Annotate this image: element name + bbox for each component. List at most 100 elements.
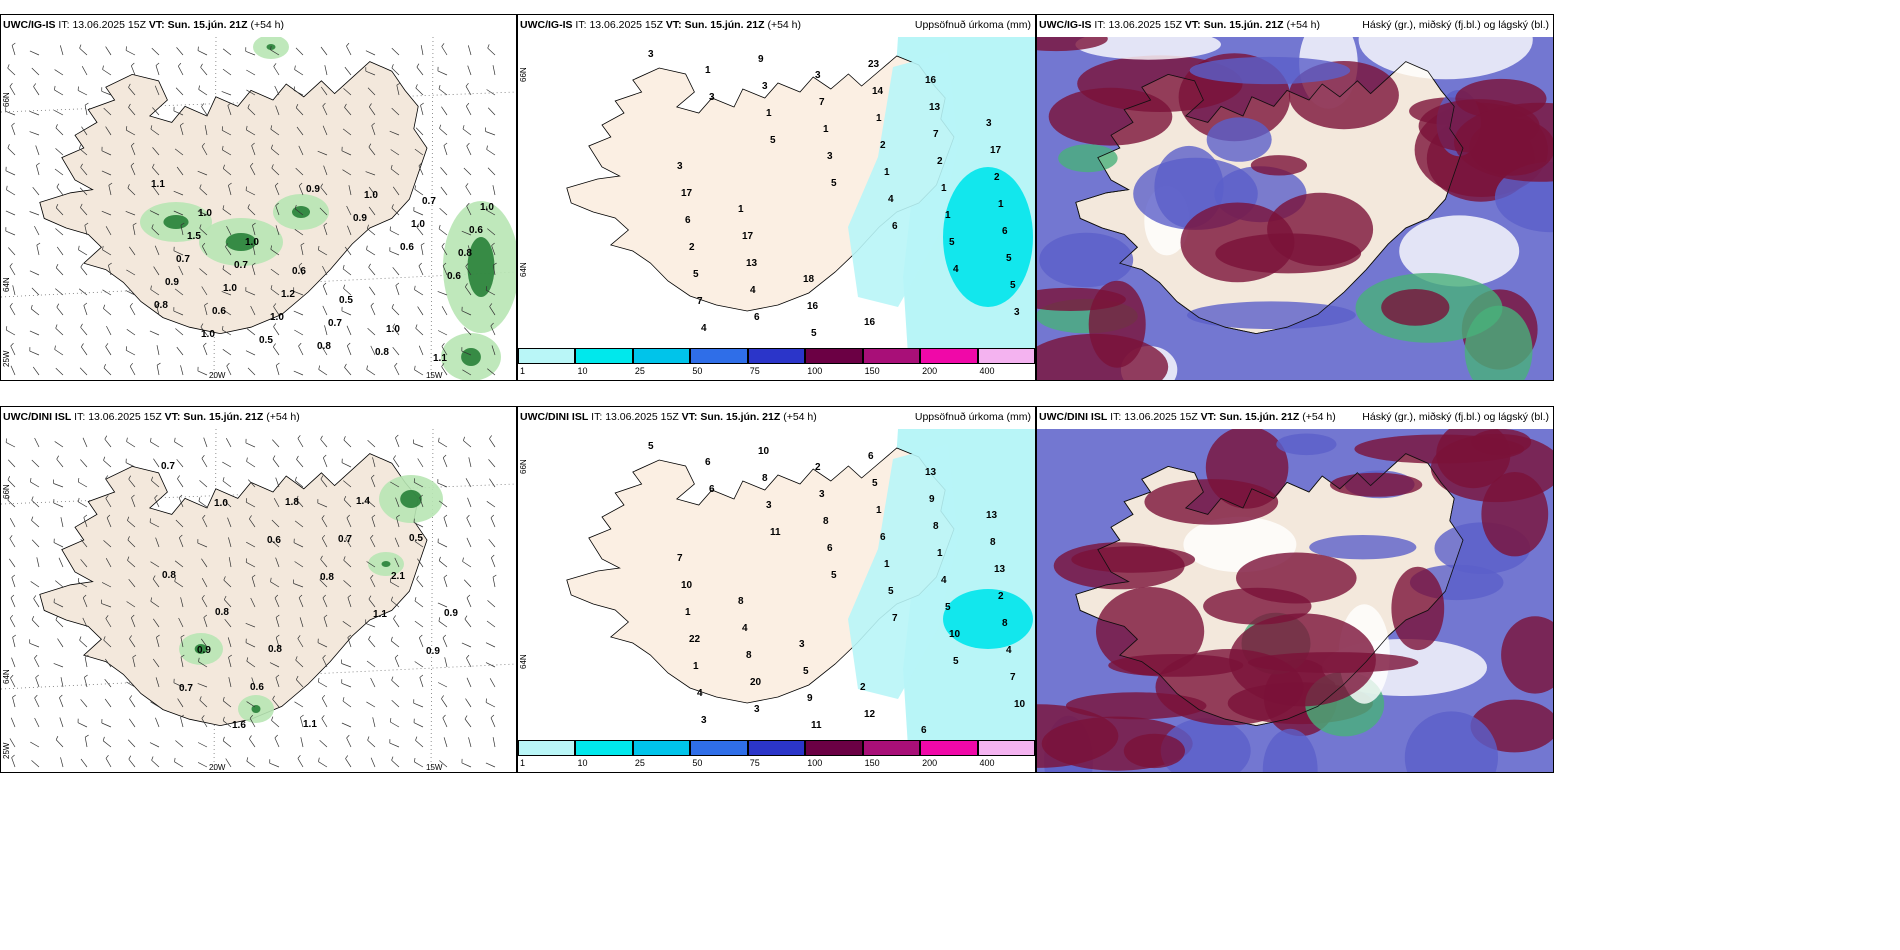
wind-barb-feather	[228, 654, 233, 658]
wind-barb	[80, 699, 88, 708]
wind-barb	[323, 225, 328, 236]
wind-barb	[9, 306, 16, 316]
precip-value-label: 17	[742, 231, 754, 242]
panel-precip-dini: UWC/DINI ISL IT: 13.06.2025 15Z VT: Sun.…	[517, 406, 1036, 773]
wind-barb	[320, 186, 328, 196]
wind-barb	[29, 270, 40, 276]
wind-barb	[105, 46, 112, 56]
wind-barb	[466, 205, 472, 216]
wind-barb	[53, 502, 64, 508]
precip-value-label: 14	[872, 86, 884, 97]
cloud-map	[1037, 37, 1553, 380]
wind-barb	[126, 441, 136, 448]
wind-barb-feather	[465, 183, 469, 187]
wind-barb	[275, 637, 280, 648]
wind-barb-feather	[367, 736, 370, 741]
wind-barb-feather	[105, 754, 109, 759]
wind-barb-feather	[442, 634, 447, 639]
wind-barb	[341, 722, 352, 728]
wind-barb	[367, 328, 376, 336]
wind-barb	[296, 499, 304, 508]
cloud-high-area	[1501, 616, 1553, 694]
precip-value-label: 10	[758, 446, 770, 457]
wind-barb-feather	[466, 654, 470, 659]
wind-barb	[486, 149, 496, 156]
wind-barb	[437, 602, 448, 608]
wind-barb-feather	[416, 63, 420, 68]
wind-barb	[150, 601, 160, 608]
wind-barb	[488, 538, 496, 548]
wind-barb	[321, 698, 328, 708]
wind-barb-feather	[466, 514, 470, 519]
wind-barb	[105, 478, 112, 488]
wind-barb	[370, 677, 376, 688]
wind-barb	[251, 677, 256, 688]
precip-value-label: 5	[811, 328, 817, 339]
wind-barb-feather	[441, 343, 445, 347]
wind-barb	[125, 50, 136, 56]
wind-barb	[270, 249, 280, 256]
wind-barb-feather	[485, 206, 488, 211]
wind-barb	[203, 437, 208, 448]
longitude-label: 15W	[426, 371, 443, 380]
wind-barb-feather	[152, 575, 156, 580]
wind-barb-feather	[270, 577, 272, 582]
wind-barb-feather	[127, 516, 130, 521]
legend-tick-label: 75	[749, 366, 760, 376]
wind-barb	[275, 365, 280, 376]
wind-barb	[176, 459, 184, 468]
wind-barb	[271, 720, 280, 728]
precip-value-label: 6	[705, 457, 711, 468]
wind-barb	[319, 739, 328, 748]
wind-barb	[174, 560, 184, 568]
wind-barb	[441, 698, 448, 708]
wind-barb	[372, 457, 376, 468]
wind-barb	[5, 442, 16, 448]
precip-value-label: 9	[807, 693, 813, 704]
wind-barb	[128, 107, 136, 116]
wind-barb-feather	[322, 102, 326, 107]
wind-barb	[155, 537, 160, 548]
precip-value-label: 1	[876, 505, 882, 516]
wind-barb	[419, 497, 424, 508]
wind-barb	[394, 657, 400, 668]
legend-tick-label: 150	[864, 366, 880, 376]
wind-barb	[347, 225, 352, 236]
wind-barb-feather	[127, 184, 130, 189]
wind-barb	[343, 480, 352, 488]
wind-barb-feather	[346, 514, 350, 519]
wind-barb	[438, 441, 448, 448]
wind-barb	[245, 642, 256, 648]
wind-barb	[55, 367, 64, 376]
wind-barb-feather	[343, 436, 346, 441]
wind-barb	[154, 85, 160, 96]
wind-barb-feather	[80, 263, 84, 268]
wind-barb-feather	[391, 756, 394, 761]
wind-barb	[199, 268, 208, 276]
wind-barb	[322, 657, 328, 668]
wind-barb	[367, 440, 376, 448]
wind-barb	[80, 459, 88, 468]
precip-value-label: 6	[868, 451, 874, 462]
precip-value-label: 0.6	[292, 266, 306, 277]
wind-barb-feather	[125, 346, 128, 351]
cloud-high-area	[1037, 333, 1169, 380]
wind-barb-feather	[59, 694, 63, 698]
wind-barb	[294, 208, 304, 216]
wind-barb-feather	[85, 734, 89, 738]
precip-value-label: 7	[933, 129, 939, 140]
wind-barb	[59, 45, 64, 56]
precip-area-heavy	[163, 215, 189, 229]
wind-barb	[34, 437, 40, 448]
panel-title: UWC/DINI ISL IT: 13.06.2025 15Z VT: Sun.…	[1039, 411, 1336, 423]
wind-barb	[78, 581, 88, 588]
wind-barb-feather	[227, 102, 232, 106]
wind-barb-feather	[6, 185, 8, 190]
wind-barb	[416, 226, 424, 236]
wind-barb-feather	[180, 634, 185, 638]
precip-value-label: 1	[823, 124, 829, 135]
legend-swatch	[920, 740, 978, 756]
precip-value-label: 0.6	[469, 225, 483, 236]
legend-swatch	[518, 348, 576, 364]
wind-barb	[180, 717, 184, 728]
